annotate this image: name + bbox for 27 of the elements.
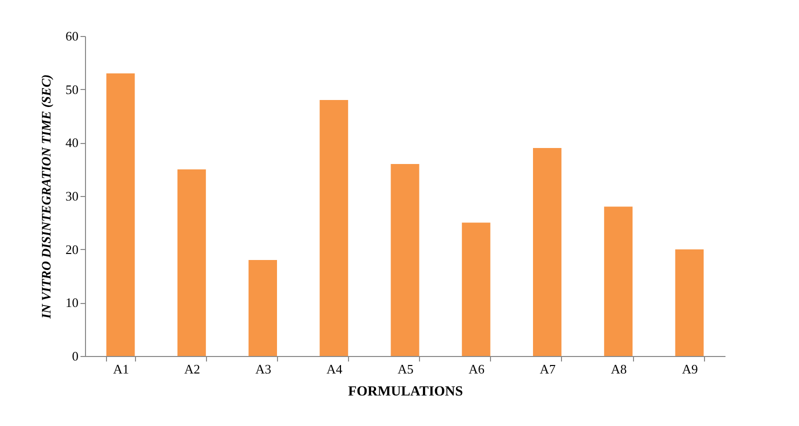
x-tick-label: A7: [540, 362, 556, 376]
x-tick-label: A9: [682, 362, 698, 376]
x-tick-label: A5: [398, 362, 414, 376]
bar: [604, 206, 633, 356]
bar: [248, 260, 277, 356]
y-tick-label: 30: [66, 188, 78, 204]
bar: [177, 169, 206, 356]
bar: [462, 222, 490, 356]
bar: [390, 164, 420, 356]
y-tick-label: 10: [66, 295, 78, 310]
y-tick-label: 60: [66, 28, 78, 44]
x-tick-label: A1: [113, 362, 129, 376]
y-axis-title: IN VITRO DISINTEGRATION TIME (SEC): [38, 74, 54, 320]
x-tick-label: A3: [255, 362, 272, 376]
x-tick-label: A6: [468, 362, 486, 376]
bar: [533, 148, 562, 356]
bar: [106, 73, 135, 356]
y-tick-label: 40: [66, 135, 78, 150]
x-tick-label: A8: [610, 362, 627, 376]
y-tick-label: 20: [66, 242, 78, 257]
bar: [320, 100, 348, 356]
x-tick-label: A2: [184, 362, 200, 376]
bar: [675, 249, 704, 356]
x-axis-title: FORMULATIONS: [348, 384, 464, 400]
x-tick-label: A4: [326, 362, 343, 376]
y-tick-label: 50: [66, 82, 78, 97]
y-tick-label: 0: [72, 348, 78, 364]
